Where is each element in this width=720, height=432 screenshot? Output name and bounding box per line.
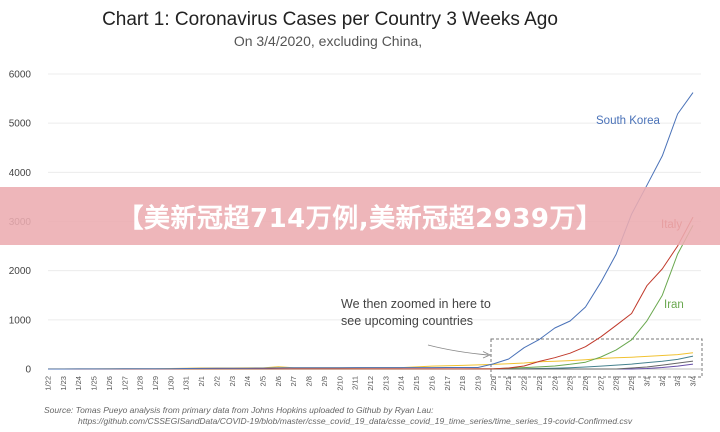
x-tick-label: 2/17 [443,376,452,391]
x-tick-label: 1/28 [136,376,145,391]
x-tick-label: 3/4 [689,376,698,386]
x-tick-label: 1/27 [120,376,129,391]
annotation-arrowhead [482,351,492,359]
x-tick-label: 2/7 [289,376,298,386]
x-tick-label: 2/26 [581,376,590,391]
x-tick-label: 1/22 [44,376,53,391]
y-tick-label: 0 [25,365,31,376]
x-tick-label: 2/8 [305,376,314,386]
x-tick-label: 1/30 [166,376,175,391]
x-tick-label: 3/2 [658,376,667,386]
x-tick-label: 3/3 [673,376,682,386]
headline-banner: 【美新冠超714万例,美新冠超2939万】 [0,187,720,245]
series-line-south-korea [48,92,694,370]
zoom-region-box [490,338,703,378]
series-lines [48,92,694,370]
x-tick-label: 1/26 [105,376,114,391]
y-tick-label: 5000 [9,119,32,130]
x-tick-label: 2/15 [412,376,421,391]
x-tick-label: 2/5 [259,376,268,386]
chart-subtitle: On 3/4/2020, excluding China, [234,33,422,49]
x-tick-label: 1/23 [59,376,68,391]
x-tick-label: 1/31 [182,376,191,391]
x-tick-label: 2/23 [535,376,544,391]
x-tick-label: 2/22 [520,376,529,391]
x-tick-label: 2/21 [504,376,513,391]
annotation-line-1: We then zoomed in here to [341,297,491,311]
x-tick-label: 2/25 [566,376,575,391]
x-tick-label: 2/3 [228,376,237,386]
x-tick-label: 2/18 [458,376,467,391]
x-tick-label: 2/29 [627,376,636,391]
x-tick-label: 2/2 [212,376,221,386]
x-tick-label: 2/20 [489,376,498,391]
x-tick-label: 2/19 [474,376,483,391]
x-tick-label: 2/14 [397,376,406,391]
x-tick-label: 2/9 [320,376,329,386]
series-label-iran: Iran [664,299,684,311]
banner-text: 【美新冠超714万例,美新冠超2939万】 [117,203,603,234]
y-tick-label: 6000 [9,70,32,81]
x-tick-label: 2/24 [550,376,559,391]
x-tick-label: 2/1 [197,376,206,386]
y-tick-label: 4000 [9,168,32,179]
source-line-1: Source: Tomas Pueyo analysis from primar… [44,405,434,415]
annotation-line-2: see upcoming countries [341,314,473,328]
series-label-south-korea: South Korea [596,115,661,127]
x-tick-label: 2/10 [335,376,344,391]
x-tick-label: 2/12 [366,376,375,391]
x-tick-label: 2/16 [427,376,436,391]
x-tick-label: 1/29 [151,376,160,391]
x-axis-ticks: 1/22 1/23 1/24 1/25 1/26 1/27 1/28 1/29 1/30 1/31… [44,376,698,391]
y-tick-label: 1000 [9,315,32,326]
x-tick-label: 1/25 [90,376,99,391]
y-tick-label: 2000 [9,266,32,277]
x-tick-label: 2/6 [274,376,283,386]
series-line [48,355,694,370]
x-tick-label: 2/11 [351,376,360,390]
chart-title: Chart 1: Coronavirus Cases per Country 3… [102,9,558,30]
x-tick-label: 2/4 [243,376,252,386]
source-line-2: https://github.com/CSSEGISandData/COVID-… [78,416,633,426]
x-tick-label: 2/13 [381,376,390,391]
x-tick-label: 2/28 [612,376,621,391]
x-tick-label: 2/27 [596,376,605,391]
annotation-arrow [427,344,489,356]
x-tick-label: 1/24 [74,376,83,391]
x-tick-label: 3/1 [642,376,651,386]
